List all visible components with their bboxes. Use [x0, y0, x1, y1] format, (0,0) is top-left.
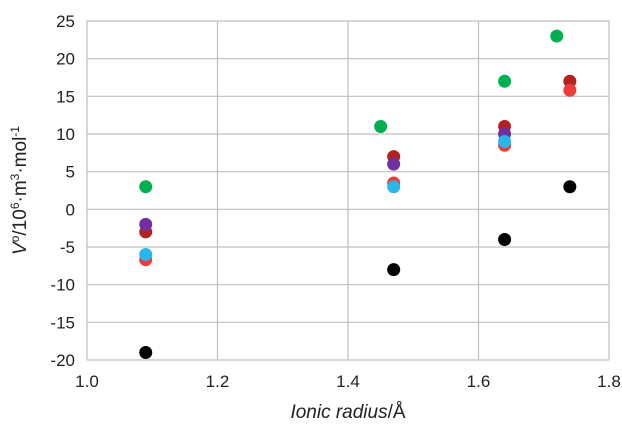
x-axis-title-italic: Ionic radius: [290, 402, 388, 423]
y-axis-title-sup4: -1: [8, 126, 22, 137]
data-point: [550, 29, 564, 43]
data-point: [498, 135, 512, 149]
x-axis-ticks: 1.0 1.2 1.4 1.6 1.8: [75, 372, 621, 391]
y-tick-label: 10: [56, 125, 75, 144]
x-tick-label: 1.4: [336, 372, 360, 391]
data-point: [139, 345, 153, 359]
x-tick-label: 1.2: [206, 372, 230, 391]
data-point: [387, 180, 401, 194]
data-point: [387, 157, 401, 171]
data-point: [563, 180, 577, 194]
data-point: [139, 180, 153, 194]
data-point: [563, 74, 577, 88]
y-axis-title: Vo/106·m3·mol-1: [8, 126, 31, 255]
y-tick-label: 20: [56, 50, 75, 69]
data-point: [563, 83, 577, 97]
x-axis-title-unit: /Å: [388, 402, 406, 423]
y-axis-title-tail2: ·mol: [10, 137, 31, 174]
x-tick-label: 1.8: [597, 372, 621, 391]
data-point: [139, 217, 153, 231]
data-point: [139, 248, 153, 262]
data-point: [374, 119, 388, 133]
y-axis-title-sup1: o: [8, 235, 22, 242]
data-point: [498, 232, 512, 246]
y-tick-label: -5: [60, 238, 75, 257]
y-tick-label: 5: [66, 163, 75, 182]
grid-lines: [86, 20, 610, 361]
y-axis-title-sup2: 6: [8, 202, 22, 209]
y-axis-title-mid: /10: [10, 209, 31, 235]
data-points: [139, 29, 577, 359]
y-tick-label: 0: [66, 200, 75, 219]
y-axis-ticks: -20 -15 -10 -5 0 5 10 15 20 25: [50, 12, 75, 370]
y-axis-title-tail: ·m: [10, 180, 31, 202]
data-point: [498, 74, 512, 88]
x-tick-label: 1.0: [75, 372, 99, 391]
y-tick-label: -15: [50, 313, 75, 332]
x-axis-title: Ionic radius/Å: [290, 402, 405, 423]
y-tick-label: -10: [50, 276, 75, 295]
y-tick-label: 25: [56, 12, 75, 31]
data-point: [387, 263, 401, 277]
y-tick-label: -20: [50, 351, 75, 370]
x-tick-label: 1.6: [467, 372, 491, 391]
y-axis-title-sup3: 3: [8, 173, 22, 180]
y-axis-title-symbol: V: [10, 240, 31, 255]
y-tick-label: 15: [56, 87, 75, 106]
